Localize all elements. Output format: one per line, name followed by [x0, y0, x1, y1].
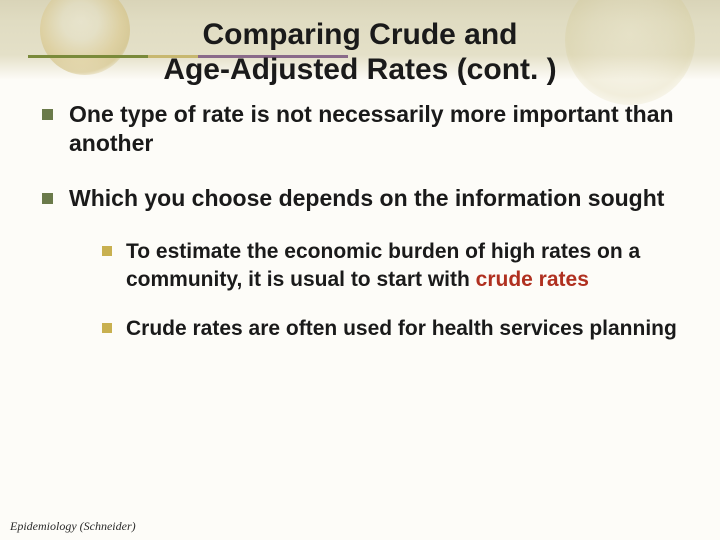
square-bullet-icon — [42, 193, 53, 204]
bullet-level-1: One type of rate is not necessarily more… — [42, 100, 680, 158]
square-bullet-icon — [102, 323, 112, 333]
square-bullet-icon — [102, 246, 112, 256]
bullet-level-1: Which you choose depends on the informat… — [42, 184, 680, 213]
highlighted-term: crude rates — [476, 268, 589, 291]
bullet-text: To estimate the economic burden of high … — [126, 238, 680, 293]
sub-bullet-group: To estimate the economic burden of high … — [102, 238, 680, 342]
bullet-text: One type of rate is not necessarily more… — [69, 100, 680, 158]
bullet-text: Which you choose depends on the informat… — [69, 184, 664, 213]
footer-citation: Epidemiology (Schneider) — [10, 519, 136, 534]
title-line-2: Age-Adjusted Rates (cont. ) — [163, 53, 556, 86]
slide-body: One type of rate is not necessarily more… — [42, 100, 680, 364]
bullet-level-2: Crude rates are often used for health se… — [102, 315, 680, 342]
title-line-1: Comparing Crude and — [202, 18, 517, 51]
bullet-level-2: To estimate the economic burden of high … — [102, 238, 680, 293]
slide-title: Comparing Crude and Age-Adjusted Rates (… — [0, 18, 720, 87]
square-bullet-icon — [42, 109, 53, 120]
bullet-text: Crude rates are often used for health se… — [126, 315, 677, 342]
